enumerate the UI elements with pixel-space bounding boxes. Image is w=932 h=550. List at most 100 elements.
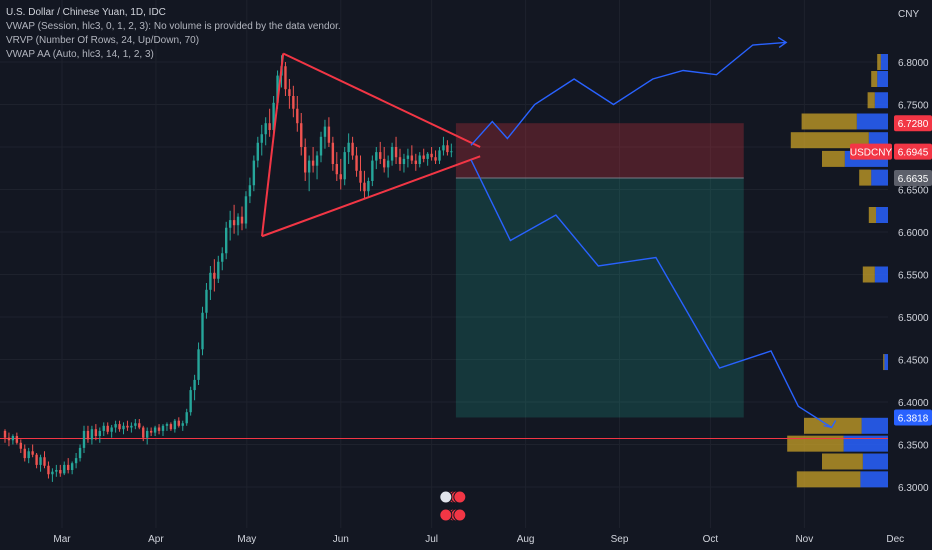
volume-profile-down — [856, 113, 888, 130]
candle-body — [228, 220, 232, 228]
price-tick-label: 6.8000 — [898, 58, 929, 69]
candle-body — [276, 75, 279, 103]
last-price-tag: 6.6945 — [898, 148, 929, 159]
candle-body — [59, 470, 62, 474]
candle-body — [351, 142, 354, 156]
candle-body — [363, 182, 366, 192]
target-zone[interactable] — [455, 123, 744, 179]
candle-body — [146, 430, 149, 438]
triangle-base-line[interactable] — [260, 53, 285, 237]
candle-body — [327, 126, 331, 143]
price-tick-label: 6.3500 — [898, 441, 929, 452]
volume-profile-down — [862, 453, 888, 470]
candle-body — [260, 134, 263, 143]
candle-body — [221, 253, 224, 262]
candle-body — [31, 451, 34, 455]
candle-body — [106, 425, 109, 432]
candle-body — [288, 89, 291, 96]
indicator-vwap-aa[interactable]: VWAP AA (Auto, hlc3, 14, 1, 2, 3) — [6, 49, 154, 60]
candle-body — [185, 412, 188, 424]
candle-body — [63, 464, 66, 474]
candle-body — [181, 423, 184, 426]
candle-body — [27, 451, 30, 459]
volume-profile — [787, 54, 888, 488]
time-tick-label: Nov — [795, 534, 813, 545]
candle-body — [114, 424, 117, 428]
candle-body — [390, 147, 394, 161]
candle-body — [177, 420, 180, 426]
event-flag-icon[interactable] — [439, 508, 453, 522]
price-axis[interactable]: 6.80006.75006.70006.65006.60006.55006.50… — [898, 58, 929, 494]
time-tick-label: Aug — [517, 534, 535, 545]
economic-events[interactable] — [439, 490, 467, 522]
price-axis-background — [888, 0, 932, 550]
candle-body — [311, 160, 315, 166]
projection-paths[interactable] — [470, 36, 837, 429]
event-flag-icon[interactable] — [453, 490, 467, 504]
time-tick-label: Jul — [425, 534, 438, 545]
candle-body — [232, 220, 236, 226]
volume-profile-up — [877, 54, 881, 70]
candle-body — [347, 142, 350, 153]
volume-profile-down — [880, 54, 888, 70]
candle-body — [118, 424, 121, 430]
candle-body — [7, 437, 11, 441]
candle-body — [240, 216, 244, 224]
candle-body — [367, 181, 370, 192]
candle-body — [398, 157, 402, 164]
triangle-lower-line[interactable] — [261, 155, 481, 238]
symbol-title[interactable]: U.S. Dollar / Chinese Yuan, 1D, IDC — [6, 7, 166, 18]
event-flag-icon[interactable] — [453, 508, 467, 522]
volume-profile-up — [790, 132, 869, 149]
volume-profile-up — [867, 92, 875, 109]
candle-body — [35, 454, 38, 465]
candle-body — [248, 185, 252, 197]
candle-body — [161, 425, 165, 431]
time-axis[interactable]: Mar Apr May Jun Jul Aug Sep Oct Nov Dec — [53, 534, 904, 545]
candle-body — [122, 425, 125, 430]
candle-body — [450, 151, 453, 153]
time-tick-label: Jun — [333, 534, 349, 545]
candle-body — [11, 436, 15, 441]
candle-body — [193, 379, 196, 391]
volume-profile-down — [860, 471, 888, 488]
candle-body — [110, 427, 113, 432]
candle-body — [272, 102, 275, 130]
candle-body — [23, 448, 26, 459]
chart-legend: U.S. Dollar / Chinese Yuan, 1D, IDC VWAP… — [6, 6, 341, 62]
symbol-tag-bg — [850, 143, 892, 160]
candle-body — [98, 430, 101, 436]
volume-profile-up — [822, 150, 845, 167]
candle-body — [205, 289, 208, 313]
time-tick-label: Sep — [611, 534, 629, 545]
candle-body — [383, 158, 386, 168]
stop-zone[interactable] — [455, 178, 744, 418]
projection-bullish[interactable] — [470, 41, 787, 146]
candle-body — [359, 170, 362, 183]
us-flag-icon[interactable] — [439, 490, 453, 504]
volume-profile-up — [796, 471, 861, 488]
projection-bearish[interactable] — [470, 159, 832, 429]
candle-body — [173, 420, 177, 430]
symmetrical-triangle[interactable] — [260, 52, 481, 238]
candle-body — [55, 470, 58, 472]
candle-body — [244, 196, 248, 224]
volume-profile-up — [822, 453, 863, 470]
time-tick-label: Oct — [703, 534, 719, 545]
candles — [3, 55, 453, 482]
triangle-upper-line[interactable] — [282, 52, 481, 148]
stop-price-tag: 6.3818 — [898, 413, 929, 424]
price-tick-label: 6.5000 — [898, 313, 929, 324]
candle-body — [343, 152, 346, 180]
volume-profile-down — [871, 169, 888, 186]
candle-body — [284, 66, 287, 90]
symbol-tag: USDCNY — [850, 148, 893, 159]
candle-body — [157, 427, 161, 431]
candle-body — [264, 123, 267, 135]
candle-body — [379, 152, 382, 159]
indicator-vrvp[interactable]: VRVP (Number Of Rows, 24, Up/Down, 70) — [6, 35, 200, 46]
candle-body — [304, 147, 307, 173]
indicator-vwap[interactable]: VWAP (Session, hlc3, 0, 1, 2, 3): No vol… — [6, 21, 341, 32]
candle-body — [355, 155, 358, 171]
